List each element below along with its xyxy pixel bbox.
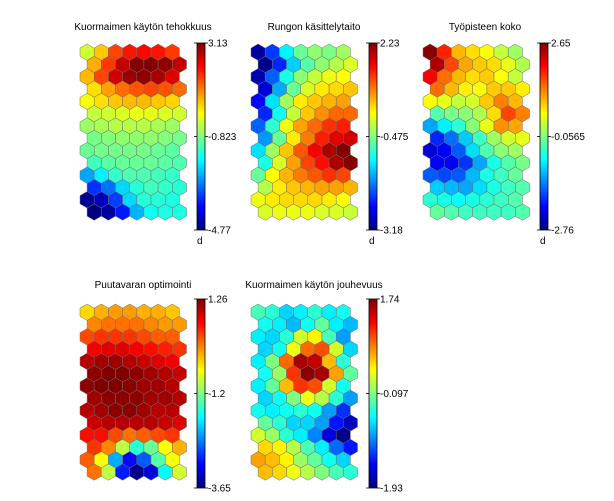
colorbar-min-label: -2.76 [551, 226, 574, 237]
component-plane-5: Kuormaimen käytön jouhevuus 1.74 -0.097 -1.… [245, 280, 408, 495]
colorbar-unit-label: d [540, 236, 546, 247]
colorbar [368, 42, 378, 231]
map-unit-hex [515, 203, 530, 221]
colorbar [196, 42, 206, 231]
colorbar-max-label: 2.65 [551, 39, 571, 50]
colorbar-mid-label: -0.823 [208, 132, 237, 143]
colorbar-mid-label: -0.097 [380, 389, 409, 400]
colorbar-max-label: 2.23 [380, 39, 400, 50]
component-plane-2: Rungon käsittelytaito 2.23 -0.475 -3.18 d [250, 22, 409, 247]
colorbar-mid-label: -1.2 [208, 389, 226, 400]
map-unit-hex [172, 463, 187, 481]
colorbar-unit-label: d [369, 236, 375, 247]
plane-title: Kuormaimen käytön jouhevuus [245, 280, 382, 291]
colorbar-min-label: -3.18 [380, 226, 403, 237]
colorbar-unit-label: d [197, 236, 203, 247]
colorbar-max-label: 3.13 [208, 39, 228, 50]
map-unit-hex [172, 203, 187, 221]
colorbar-min-label: -4.77 [208, 226, 231, 237]
colorbar [368, 298, 378, 489]
map-unit-hex [343, 203, 358, 221]
colorbar-max-label: 1.26 [208, 295, 228, 306]
plane-title: Puutavaran optimointi [95, 280, 192, 291]
component-plane-3: Työpisteen koko 2.65 -0.0565 -2.76 d [422, 22, 585, 247]
colorbar-mid-label: -0.0565 [551, 132, 585, 143]
component-plane-1: Kuormaimen käytön tehokkuus 3.13 -0.823 -4.… [74, 22, 236, 247]
colorbar-min-label: -1.93 [380, 484, 403, 495]
colorbar [539, 42, 549, 231]
colorbar-mid-label: -0.475 [380, 132, 409, 143]
component-plane-4: Puutavaran optimointi 1.26 -1.2 -3.65 [79, 280, 231, 495]
map-unit-hex [343, 463, 358, 481]
plane-title: Työpisteen koko [449, 22, 522, 33]
colorbar [196, 298, 206, 489]
colorbar-min-label: -3.65 [208, 484, 231, 495]
plane-title: Rungon käsittelytaito [268, 22, 361, 33]
colorbar-max-label: 1.74 [380, 295, 400, 306]
plane-title: Kuormaimen käytön tehokkuus [74, 22, 211, 33]
